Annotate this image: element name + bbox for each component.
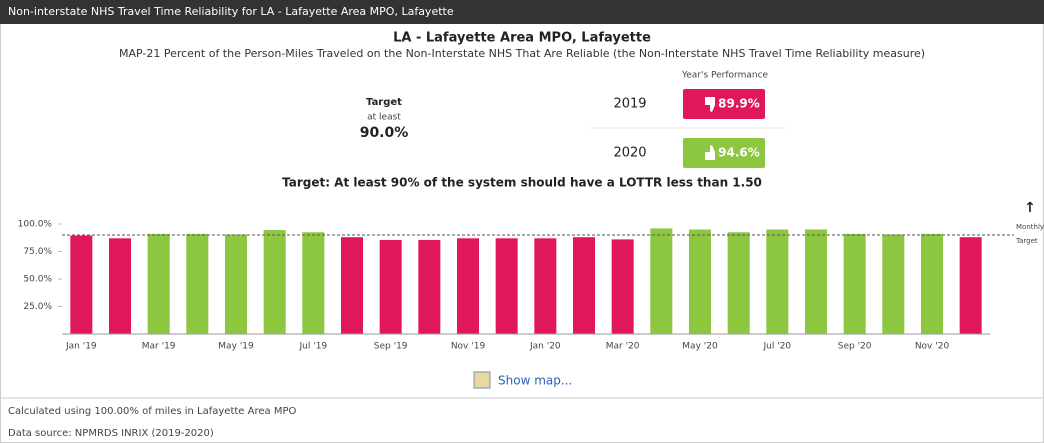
x-tick-label: May '20 [682,342,718,352]
x-tick-label: Sep '20 [838,342,872,352]
x-tick-label: May '19 [218,342,254,352]
target-value: 90.0% [360,125,409,141]
x-tick-label: Jan '19 [65,342,97,352]
bar [457,238,479,334]
performance-value: 89.9% [718,97,760,111]
target-statement: Target: At least 90% of the system shoul… [282,176,762,190]
bar [70,235,93,334]
bar [843,233,866,334]
bar [263,230,286,334]
y-tick-label: 75.0% [23,247,52,257]
performance-badge [683,138,765,168]
bar [109,238,131,334]
bar [959,237,982,334]
x-tick-label: Jan '20 [529,342,561,352]
x-tick-label: Nov '19 [451,342,486,352]
performance-value: 94.6% [718,146,760,160]
target-label: Target [366,97,402,108]
bar [379,239,402,334]
bar [225,234,247,334]
bar [611,239,634,334]
bar [534,238,557,334]
header-title: Non-interstate NHS Travel Time Reliabili… [8,5,454,18]
map-icon [473,371,491,389]
bar [495,238,518,334]
x-tick-label: Jul '20 [763,342,792,352]
performance-title: Year's Performance [681,71,769,81]
title: LA - Lafayette Area MPO, Lafayette [393,31,651,46]
thumbs-up-icon [705,145,715,160]
bar [921,233,943,334]
bar [573,237,595,334]
bar [650,228,673,334]
bar [147,233,170,334]
performance-year: 2020 [613,146,646,161]
y-tick-label: 50.0% [23,275,52,285]
bar [186,233,209,334]
y-tick-label: 100.0% [18,220,53,230]
performance-badge [683,89,765,119]
bar [302,232,325,334]
show-map-link[interactable]: Show map... [473,371,572,389]
footer-source: Data source: NPMRDS INRIX (2019-2020) [8,428,214,439]
target-line-label: Monthly [1016,223,1044,231]
bar [766,229,789,334]
bar [805,229,827,334]
target-line-label: Target [1015,237,1038,245]
bar [418,239,441,334]
subtitle: MAP-21 Percent of the Person-Miles Trave… [119,47,925,60]
target-arrow: ↑ [1024,200,1036,216]
bar [882,234,905,334]
x-tick-label: Jul '19 [299,342,328,352]
x-tick-label: Mar '20 [606,342,640,352]
bar [689,229,711,334]
target-qualifier: at least [367,113,401,123]
performance-year: 2019 [613,97,646,112]
bar [341,237,363,334]
x-tick-label: Sep '19 [374,342,408,352]
thumbs-down-icon [705,97,715,112]
header-bar [0,0,1044,24]
show-map-text: Show map... [498,374,572,388]
bar [727,232,750,334]
y-tick-label: 25.0% [23,302,52,312]
x-tick-label: Nov '20 [915,342,950,352]
footer-coverage: Calculated using 100.00% of miles in Laf… [8,406,296,417]
x-tick-label: Mar '19 [142,342,176,352]
